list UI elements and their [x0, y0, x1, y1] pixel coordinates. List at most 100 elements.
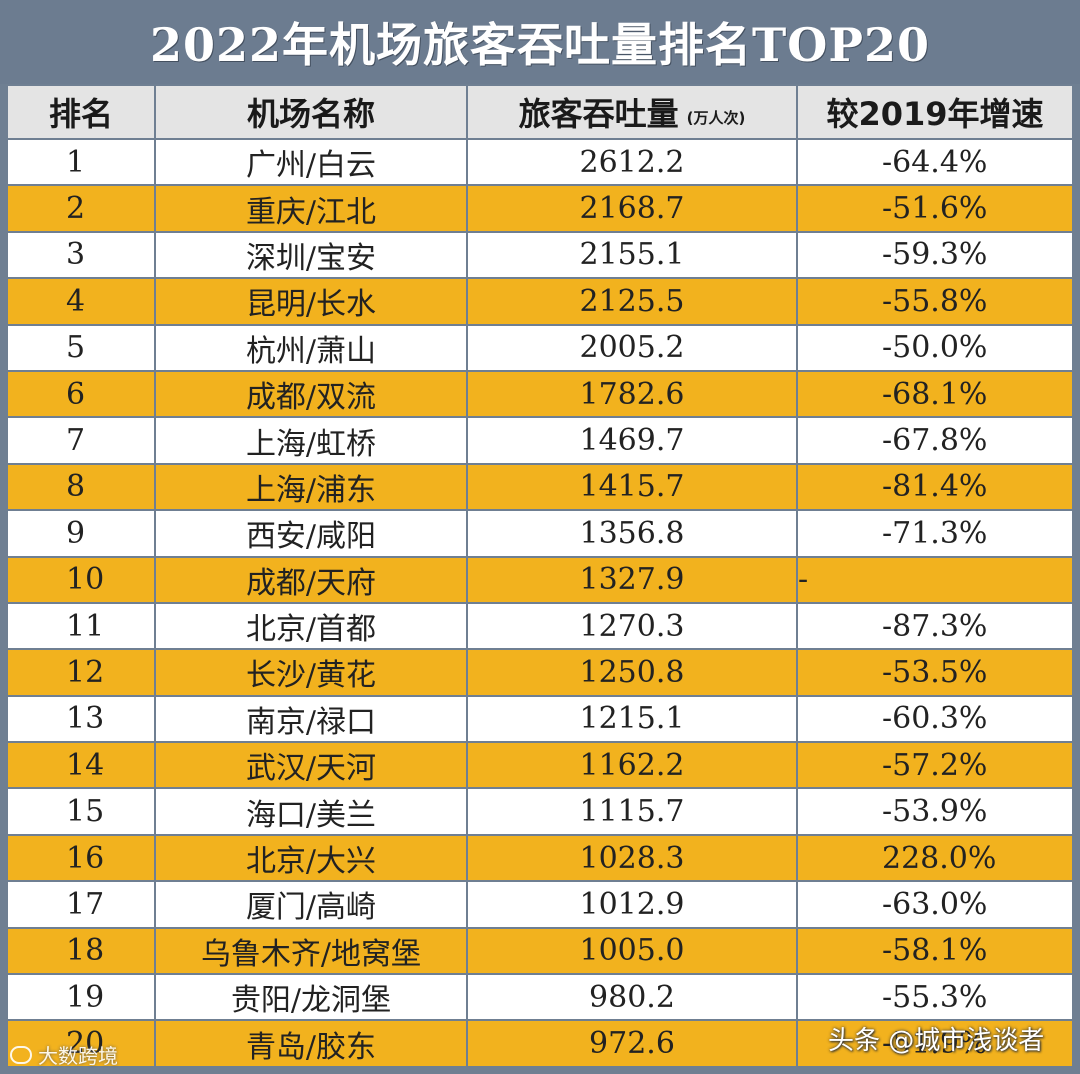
header-throughput-label: 旅客吞吐量	[518, 95, 679, 133]
throughput-cell: 1115.7	[468, 789, 798, 834]
throughput-cell: 1327.9	[468, 557, 798, 602]
table-body: 1 广州/白云 2612.2 -64.4% 2 重庆/江北 2168.7 -51.6% 3 深圳/…	[8, 140, 1072, 1068]
airport-cell: 上海/浦东	[156, 464, 468, 510]
header-throughput-unit: (万人次)	[686, 108, 746, 127]
airport-cell: 长沙/黄花	[156, 650, 468, 695]
change-cell: -71.3%	[798, 511, 1072, 556]
throughput-cell: 980.2	[468, 975, 798, 1020]
change-cell: -68.1%	[798, 371, 1072, 417]
table-row: 5 杭州/萧山 2005.2 -50.0%	[8, 325, 1072, 372]
change-cell: -87.3%	[798, 603, 1072, 649]
rank-cell: 11	[8, 603, 156, 649]
throughput-cell: 1356.8	[468, 511, 798, 556]
rank-cell: 1	[8, 140, 156, 185]
throughput-cell: 2612.2	[468, 140, 798, 185]
table-row: 12 长沙/黄花 1250.8 -53.5%	[8, 650, 1072, 697]
change-cell: -67.8%	[798, 418, 1072, 463]
rank-cell: 3	[8, 232, 156, 278]
rank-cell: 18	[8, 928, 156, 974]
table-row: 7 上海/虹桥 1469.7 -67.8%	[8, 418, 1072, 465]
rank-cell: 5	[8, 325, 156, 370]
table-row: 15 海口/美兰 1115.7 -53.9%	[8, 789, 1072, 836]
airport-cell: 成都/天府	[156, 557, 468, 602]
rank-cell: 15	[8, 789, 156, 834]
change-cell: -50.0%	[798, 325, 1072, 370]
change-cell: -51.6%	[798, 186, 1072, 231]
throughput-cell: 1250.8	[468, 650, 798, 695]
throughput-cell: 1270.3	[468, 603, 798, 649]
throughput-cell: 2005.2	[468, 325, 798, 370]
table-row: 3 深圳/宝安 2155.1 -59.3%	[8, 232, 1072, 280]
table-row: 18 乌鲁木齐/地窝堡 1005.0 -58.1%	[8, 928, 1072, 976]
airport-cell: 乌鲁木齐/地窝堡	[156, 928, 468, 974]
watermark-left: 大数跨境	[10, 1040, 118, 1069]
change-cell: -64.4%	[798, 140, 1072, 185]
rank-cell: 4	[8, 279, 156, 324]
throughput-cell: 1215.1	[468, 696, 798, 742]
table-row: 16 北京/大兴 1028.3 228.0%	[8, 835, 1072, 883]
ranking-table: 排名 机场名称 旅客吞吐量 (万人次) 较2019年增速 1 广州/白云 2612.…	[8, 86, 1072, 1068]
rank-cell: 7	[8, 418, 156, 463]
airport-cell: 贵阳/龙洞堡	[156, 975, 468, 1020]
table-row: 20 青岛/胶东 972.6 -51.9%	[8, 1021, 1072, 1068]
airport-cell: 青岛/胶东	[156, 1021, 468, 1066]
change-cell: -	[798, 557, 1072, 602]
airport-cell: 南京/禄口	[156, 696, 468, 742]
airport-cell: 武汉/天河	[156, 743, 468, 788]
rank-cell: 19	[8, 975, 156, 1020]
header-rank: 排名	[8, 86, 156, 138]
table-row: 6 成都/双流 1782.6 -68.1%	[8, 371, 1072, 419]
airport-cell: 西安/咸阳	[156, 511, 468, 556]
airport-cell: 北京/大兴	[156, 835, 468, 881]
rank-cell: 8	[8, 464, 156, 510]
throughput-cell: 1005.0	[468, 928, 798, 974]
throughput-cell: 2155.1	[468, 232, 798, 278]
table-row: 14 武汉/天河 1162.2 -57.2%	[8, 743, 1072, 790]
watermark-logo-icon	[10, 1045, 32, 1064]
page-title: 2022年机场旅客吞吐量排名TOP20	[150, 18, 930, 72]
airport-cell: 海口/美兰	[156, 789, 468, 834]
title-bar: 2022年机场旅客吞吐量排名TOP20	[0, 0, 1080, 84]
watermark-left-text: 大数跨境	[38, 1044, 118, 1068]
change-cell: -81.4%	[798, 464, 1072, 510]
rank-cell: 13	[8, 696, 156, 742]
change-cell: -58.1%	[798, 928, 1072, 974]
airport-cell: 深圳/宝安	[156, 232, 468, 278]
rank-cell: 9	[8, 511, 156, 556]
change-cell: -60.3%	[798, 696, 1072, 742]
change-cell: -53.5%	[798, 650, 1072, 695]
throughput-cell: 1469.7	[468, 418, 798, 463]
table-row: 8 上海/浦东 1415.7 -81.4%	[8, 464, 1072, 512]
table-row: 13 南京/禄口 1215.1 -60.3%	[8, 696, 1072, 744]
rank-cell: 16	[8, 835, 156, 881]
change-cell: -51.9%	[798, 1021, 1072, 1066]
throughput-cell: 2125.5	[468, 279, 798, 324]
change-cell: -59.3%	[798, 232, 1072, 278]
rank-cell: 10	[8, 557, 156, 602]
airport-cell: 厦门/高崎	[156, 882, 468, 927]
header-airport: 机场名称	[156, 86, 468, 138]
change-cell: 228.0%	[798, 835, 1072, 881]
header-throughput: 旅客吞吐量 (万人次)	[468, 86, 798, 138]
rank-cell: 17	[8, 882, 156, 927]
table-header: 排名 机场名称 旅客吞吐量 (万人次) 较2019年增速	[8, 86, 1072, 140]
rank-cell: 6	[8, 371, 156, 417]
airport-cell: 昆明/长水	[156, 279, 468, 324]
rank-cell: 20	[8, 1021, 156, 1066]
change-cell: -55.3%	[798, 975, 1072, 1020]
throughput-cell: 2168.7	[468, 186, 798, 231]
change-cell: -57.2%	[798, 743, 1072, 788]
change-cell: -55.8%	[798, 279, 1072, 324]
airport-cell: 上海/虹桥	[156, 418, 468, 463]
watermark-right: 头条 @城市浅谈者	[828, 1026, 1045, 1056]
throughput-cell: 1415.7	[468, 464, 798, 510]
throughput-cell: 972.6	[468, 1021, 798, 1066]
throughput-cell: 1028.3	[468, 835, 798, 881]
change-cell: -53.9%	[798, 789, 1072, 834]
airport-cell: 北京/首都	[156, 603, 468, 649]
rank-cell: 12	[8, 650, 156, 695]
table-row: 4 昆明/长水 2125.5 -55.8%	[8, 279, 1072, 326]
airport-cell: 重庆/江北	[156, 186, 468, 231]
table-row: 11 北京/首都 1270.3 -87.3%	[8, 603, 1072, 651]
rank-cell: 2	[8, 186, 156, 231]
